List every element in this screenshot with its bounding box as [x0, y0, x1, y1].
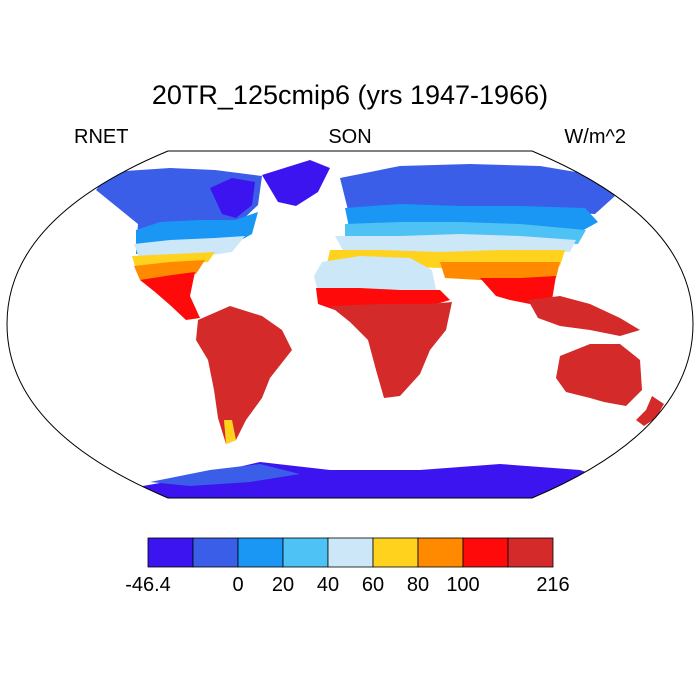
colorbar-tick-label: 100: [446, 574, 479, 596]
australia: [556, 344, 642, 406]
colorbar-tick-label: 40: [317, 574, 339, 596]
north-america: [96, 168, 262, 320]
units-label: W/m^2: [564, 126, 626, 148]
colorbar-swatch: [507, 537, 554, 568]
southeast-asia: [528, 296, 640, 336]
colorbar-tick-label: 80: [407, 574, 429, 596]
greenland: [262, 160, 330, 206]
colorbar-swatch: [327, 537, 374, 568]
variable-label: RNET: [74, 126, 129, 148]
antarctica: [7, 462, 693, 498]
colorbar-swatch: [372, 537, 419, 568]
africa: [314, 256, 452, 398]
colorbar-swatch: [462, 537, 509, 568]
colorbar-swatch: [282, 537, 329, 568]
new-zealand: [636, 396, 664, 426]
map-projection-outline: [6, 150, 694, 499]
colorbar-swatch: [237, 537, 284, 568]
season-label: SON: [328, 126, 372, 148]
south-america: [196, 306, 292, 444]
colorbar-swatch: [147, 537, 194, 568]
eurasia: [326, 164, 615, 304]
colorbar-tick-label: -46.4: [125, 574, 171, 596]
colorbar-swatch: [192, 537, 239, 568]
colorbar-tick-label: 216: [536, 574, 569, 596]
colorbar-swatch: [417, 537, 464, 568]
colorbar-tick-label: 60: [362, 574, 384, 596]
colorbar-tick-label: 20: [272, 574, 294, 596]
map-title: 20TR_125cmip6 (yrs 1947-1966): [151, 80, 549, 110]
colorbar-tick-label: 0: [232, 574, 243, 596]
